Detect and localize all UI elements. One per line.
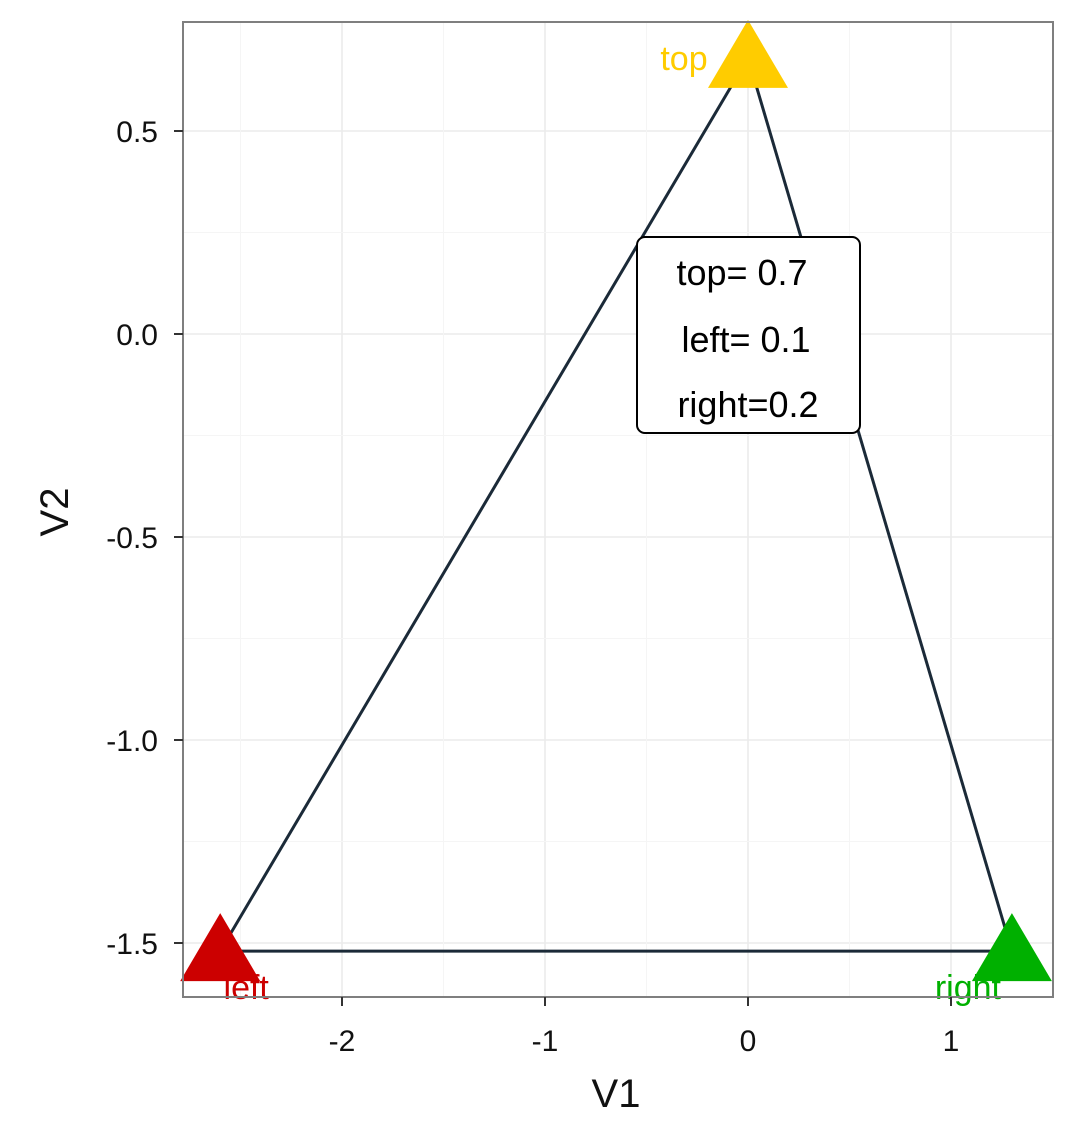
- y-tick-label: -1.0: [106, 725, 158, 758]
- y-axis-tick-labels: 0.5 0.0 -0.5 -1.0 -1.5: [106, 116, 158, 961]
- annotation-line-2: left= 0.1: [681, 319, 810, 360]
- triangle-edges: [218, 57, 1014, 953]
- x-axis-title: V1: [592, 1072, 641, 1116]
- grid-major: [183, 22, 1053, 997]
- point-label-right: right: [935, 969, 1002, 1007]
- y-axis-title: V2: [33, 488, 77, 537]
- point-labels: top left right: [224, 40, 1002, 1007]
- edge-top-right: [746, 57, 1014, 952]
- markers: [180, 19, 1052, 982]
- annotation-line-1: top= 0.7: [676, 252, 807, 293]
- x-tick-label: -2: [329, 1025, 356, 1058]
- annotation-box: top= 0.7 left= 0.1 right=0.2: [636, 236, 861, 434]
- y-tick-label: 0.5: [116, 116, 158, 149]
- x-tick-label: 1: [943, 1025, 960, 1058]
- marker-left: [180, 913, 261, 982]
- point-label-left: left: [224, 969, 270, 1007]
- plot-border: [182, 21, 1054, 998]
- annotation-box-frame: [636, 236, 861, 434]
- x-tick-label: 0: [740, 1025, 757, 1058]
- y-tick-label: -0.5: [106, 522, 158, 555]
- x-tick-label: -1: [532, 1025, 559, 1058]
- point-label-top: top: [660, 40, 707, 78]
- marker-right: [971, 913, 1052, 982]
- y-tick-label: 0.0: [116, 319, 158, 352]
- axis-ticks: [174, 130, 952, 1006]
- annotation-line-3: right=0.2: [677, 384, 818, 425]
- x-axis-tick-labels: -2 -1 0 1: [329, 1025, 960, 1058]
- marker-top: [708, 19, 788, 88]
- y-tick-label: -1.5: [106, 928, 158, 961]
- plot-panel: [183, 22, 1053, 997]
- edge-top-left: [218, 57, 750, 952]
